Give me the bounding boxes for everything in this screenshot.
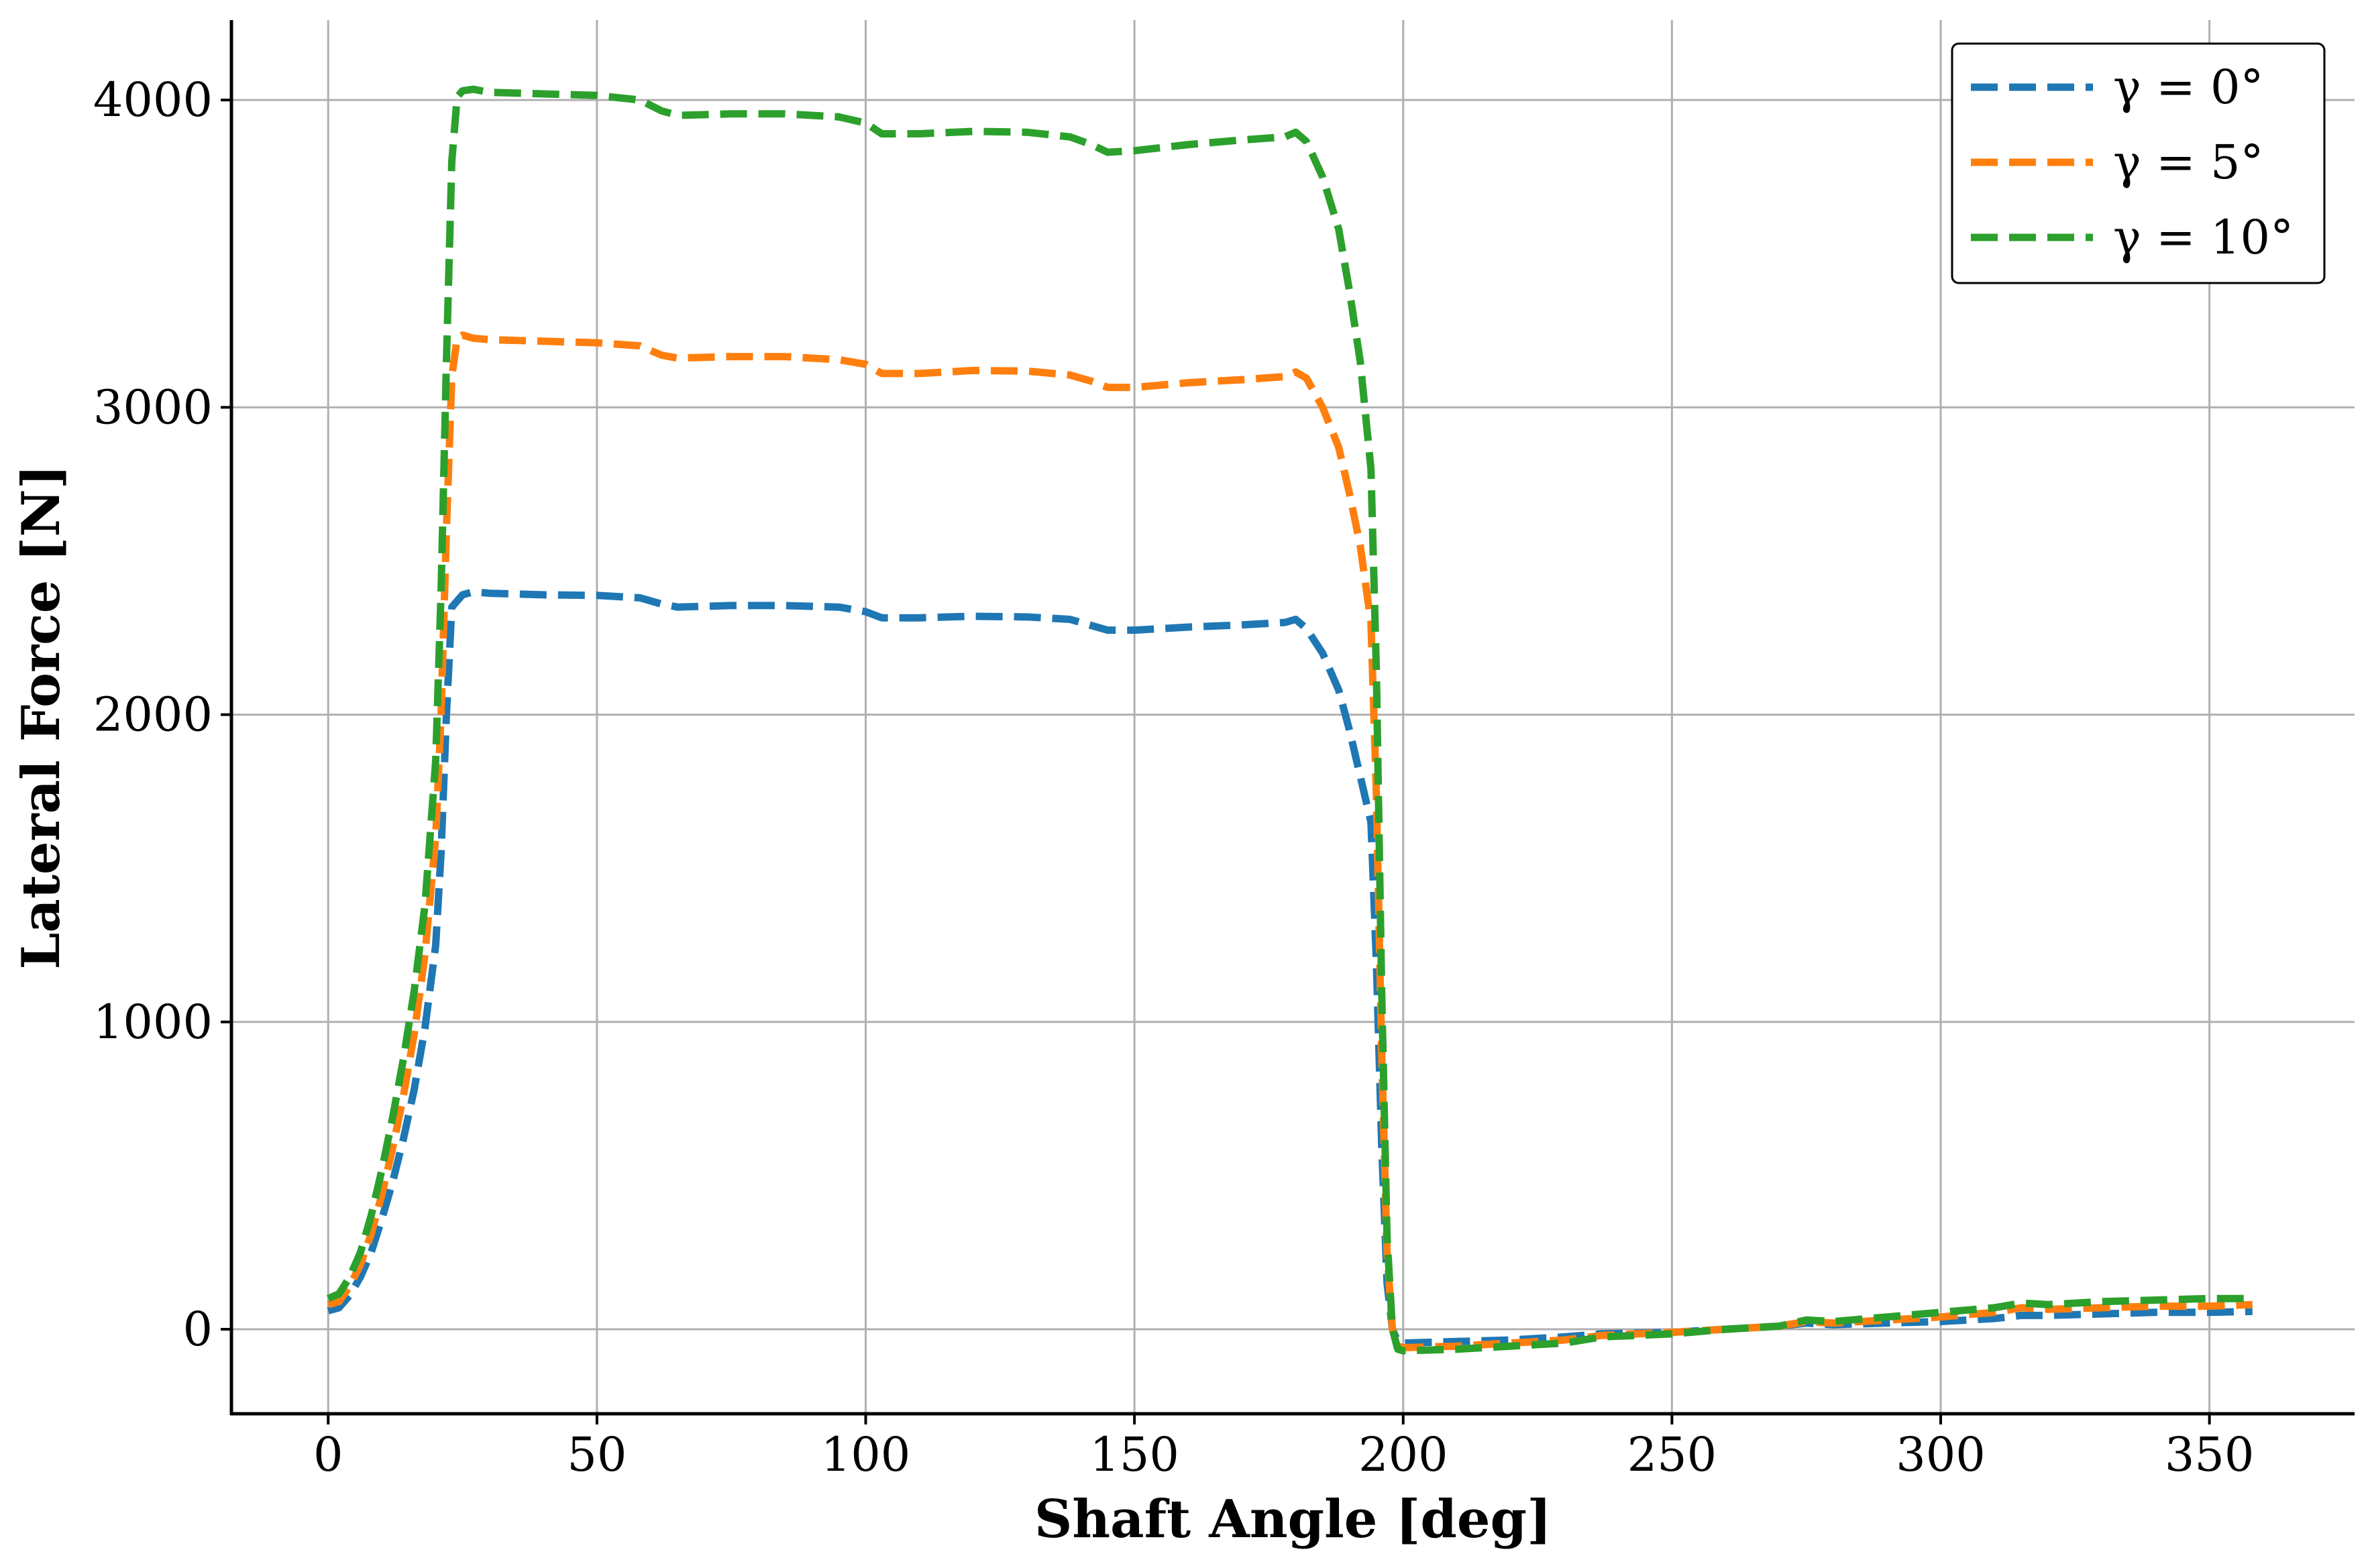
y-tick-label: 3000: [93, 380, 213, 435]
x-tick-label: 200: [1358, 1427, 1448, 1482]
y-axis-label: Lateral Force [N]: [11, 464, 72, 969]
legend-label: γ = 5°: [2113, 135, 2264, 190]
x-tick-label: 100: [821, 1427, 911, 1482]
x-tick-label: 0: [313, 1427, 343, 1482]
series-line-2: [327, 85, 2253, 1355]
y-tick-label: 1000: [93, 995, 213, 1050]
x-tick-label: 50: [567, 1427, 627, 1482]
series-line-1: [327, 331, 2253, 1351]
y-tick-label: 0: [182, 1302, 213, 1357]
legend-items: γ = 0° γ = 5° γ = 10°: [1971, 60, 2294, 265]
y-tick-label: 4000: [93, 72, 213, 127]
x-tick-label: 250: [1627, 1427, 1717, 1482]
series-layer: [327, 85, 2253, 1355]
legend-box: [1951, 42, 2326, 284]
y-ticks: 0 1000 2000 3000 4000: [93, 72, 231, 1357]
axes: [229, 20, 2355, 1416]
legend-label: γ = 10°: [2113, 210, 2294, 265]
legend: γ = 0° γ = 5° γ = 10°: [1951, 42, 2326, 284]
x-axis-label: Shaft Angle [deg]: [1034, 1489, 1552, 1550]
x-ticks: 0 50 100 150 200 250 300 350: [313, 1414, 2255, 1482]
x-tick-label: 350: [2165, 1427, 2255, 1482]
legend-label: γ = 0°: [2113, 60, 2264, 115]
y-tick-label: 2000: [93, 687, 213, 742]
x-tick-label: 150: [1089, 1427, 1179, 1482]
series-line-0: [327, 587, 2253, 1347]
x-tick-label: 300: [1896, 1427, 1986, 1482]
